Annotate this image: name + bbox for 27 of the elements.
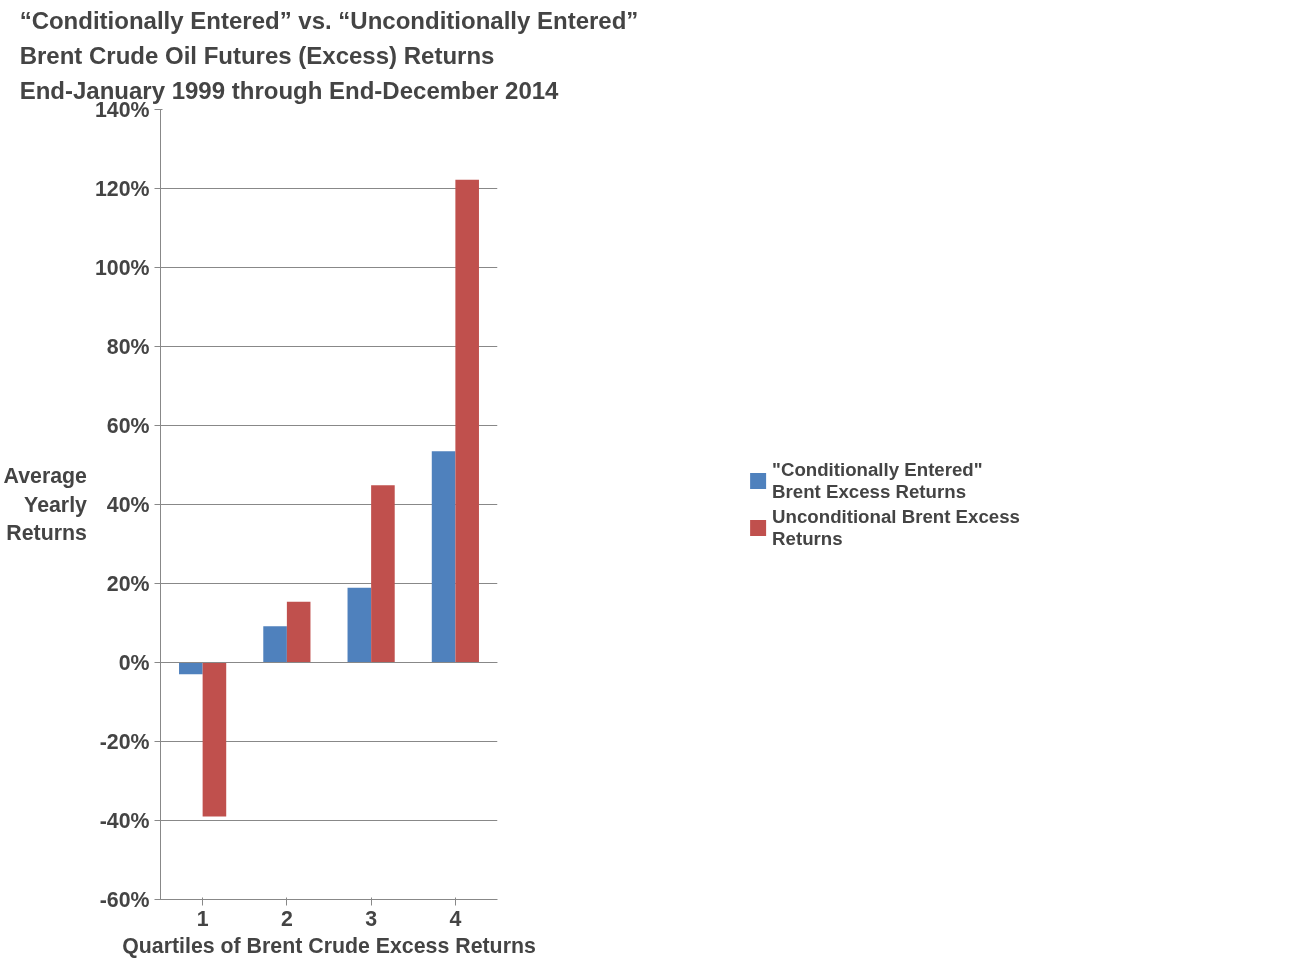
y-tick-label: 60% <box>106 413 150 438</box>
y-tick-label: 100% <box>94 255 150 280</box>
y-axis-title: Average Yearly Returns <box>3 463 88 546</box>
y-tick-label: 120% <box>94 176 150 201</box>
x-tick-label: 4 <box>449 906 462 931</box>
bar <box>347 587 372 663</box>
x-axis-title: Quartiles of Brent Crude Excess Returns <box>122 933 536 958</box>
chart-title: “Conditionally Entered” vs. “Unconditionally Entered” Brent Crude Oil Futures (Excess) Returns End-January 1999 through End-December 2014 <box>19 7 639 105</box>
y-tick-label: -20% <box>99 729 150 754</box>
bar <box>455 179 479 663</box>
y-tick-label: 80% <box>106 334 150 359</box>
x-tick-label: 1 <box>196 906 209 931</box>
bar <box>263 626 287 663</box>
y-tick-label: -40% <box>99 808 150 833</box>
bar <box>371 485 395 663</box>
x-tick-label: 2 <box>280 906 293 931</box>
x-tick-label: 3 <box>365 906 378 931</box>
bar <box>202 662 227 817</box>
y-tick-label: -60% <box>99 887 150 912</box>
bar <box>286 601 311 663</box>
legend-label: Unconditional Brent Excess Returns <box>772 505 1020 550</box>
legend-label: "Conditionally Entered" Brent Excess Returns <box>772 458 983 503</box>
bar <box>179 662 203 675</box>
y-tick-label: 40% <box>106 492 150 517</box>
y-tick-label: 0% <box>118 650 150 675</box>
y-tick-label: 20% <box>106 571 150 596</box>
bar <box>431 451 456 663</box>
